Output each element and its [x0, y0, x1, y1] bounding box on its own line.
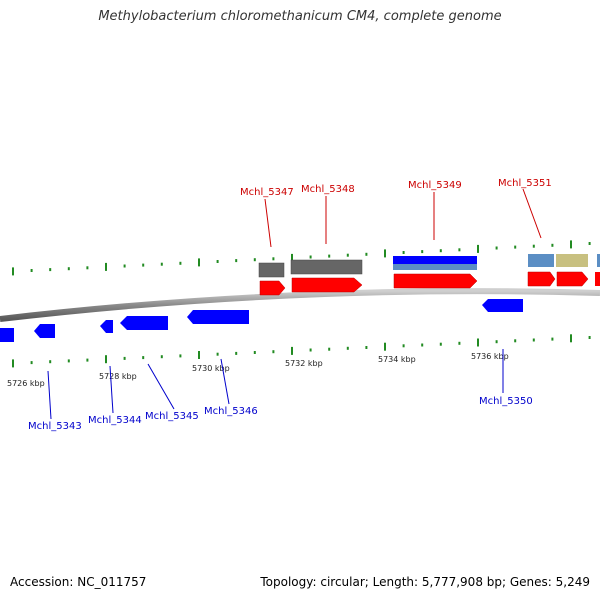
leader-mchl-5346 — [220, 358, 230, 405]
leader-mchl-5347 — [264, 198, 272, 248]
leader-mchl-5344 — [109, 365, 114, 414]
leader-mchl-5343 — [47, 370, 52, 420]
scale-label-5726: 5726 kbp — [7, 379, 45, 388]
feature-steelblue-2[interactable] — [528, 254, 554, 267]
outer-tick-row — [12, 240, 591, 276]
cds-forward-5[interactable] — [556, 271, 589, 287]
cds-forward-6[interactable] — [595, 272, 600, 286]
feature-steelblue-1[interactable] — [393, 264, 477, 270]
scale-label-5730: 5730 kbp — [192, 364, 230, 373]
feature-gray-2[interactable] — [290, 259, 363, 275]
scale-label-5728: 5728 kbp — [99, 372, 137, 381]
cds-forward-3[interactable] — [393, 273, 478, 289]
gene-label-mchl-5351[interactable]: Mchl_5351 — [498, 178, 552, 189]
scale-label-5736: 5736 kbp — [471, 352, 509, 361]
leader-mchl-5345 — [147, 363, 175, 410]
gene-label-mchl-5345[interactable]: Mchl_5345 — [145, 411, 199, 422]
cds-reverse-2[interactable] — [34, 324, 55, 338]
cds-reverse-5[interactable] — [187, 310, 249, 324]
accession-text: Accession: NC_011757 — [10, 575, 147, 589]
cds-reverse-6[interactable] — [482, 299, 523, 312]
map-title: Methylobacterium chloromethanicum CM4, c… — [98, 9, 502, 24]
inner-tick-row — [12, 334, 591, 368]
genome-backbone — [0, 288, 600, 322]
feature-blue-top[interactable] — [393, 256, 477, 264]
feature-khaki[interactable] — [556, 254, 588, 267]
gene-label-mchl-5350[interactable]: Mchl_5350 — [479, 396, 533, 407]
leader-mchl-5351 — [522, 188, 542, 239]
cds-forward-4[interactable] — [527, 271, 556, 287]
cds-forward-2[interactable] — [291, 277, 363, 293]
cds-reverse-4[interactable] — [120, 316, 168, 330]
gene-label-mchl-5343[interactable]: Mchl_5343 — [28, 421, 82, 432]
scale-label-5732: 5732 kbp — [285, 359, 323, 368]
cds-reverse-3[interactable] — [100, 320, 113, 333]
feature-gray-1[interactable] — [258, 262, 285, 278]
gene-label-mchl-5349[interactable]: Mchl_5349 — [408, 180, 462, 191]
cds-reverse-1[interactable] — [0, 328, 14, 342]
feature-steelblue-3[interactable] — [597, 254, 600, 267]
scale-label-5734: 5734 kbp — [378, 355, 416, 364]
gene-label-mchl-5348[interactable]: Mchl_5348 — [301, 184, 355, 195]
gene-label-mchl-5347[interactable]: Mchl_5347 — [240, 187, 294, 198]
gene-label-mchl-5344[interactable]: Mchl_5344 — [88, 415, 142, 426]
topology-stats-text: Topology: circular; Length: 5,777,908 bp… — [260, 575, 590, 589]
cds-forward-1[interactable] — [259, 280, 286, 296]
gene-label-mchl-5346[interactable]: Mchl_5346 — [204, 406, 258, 417]
